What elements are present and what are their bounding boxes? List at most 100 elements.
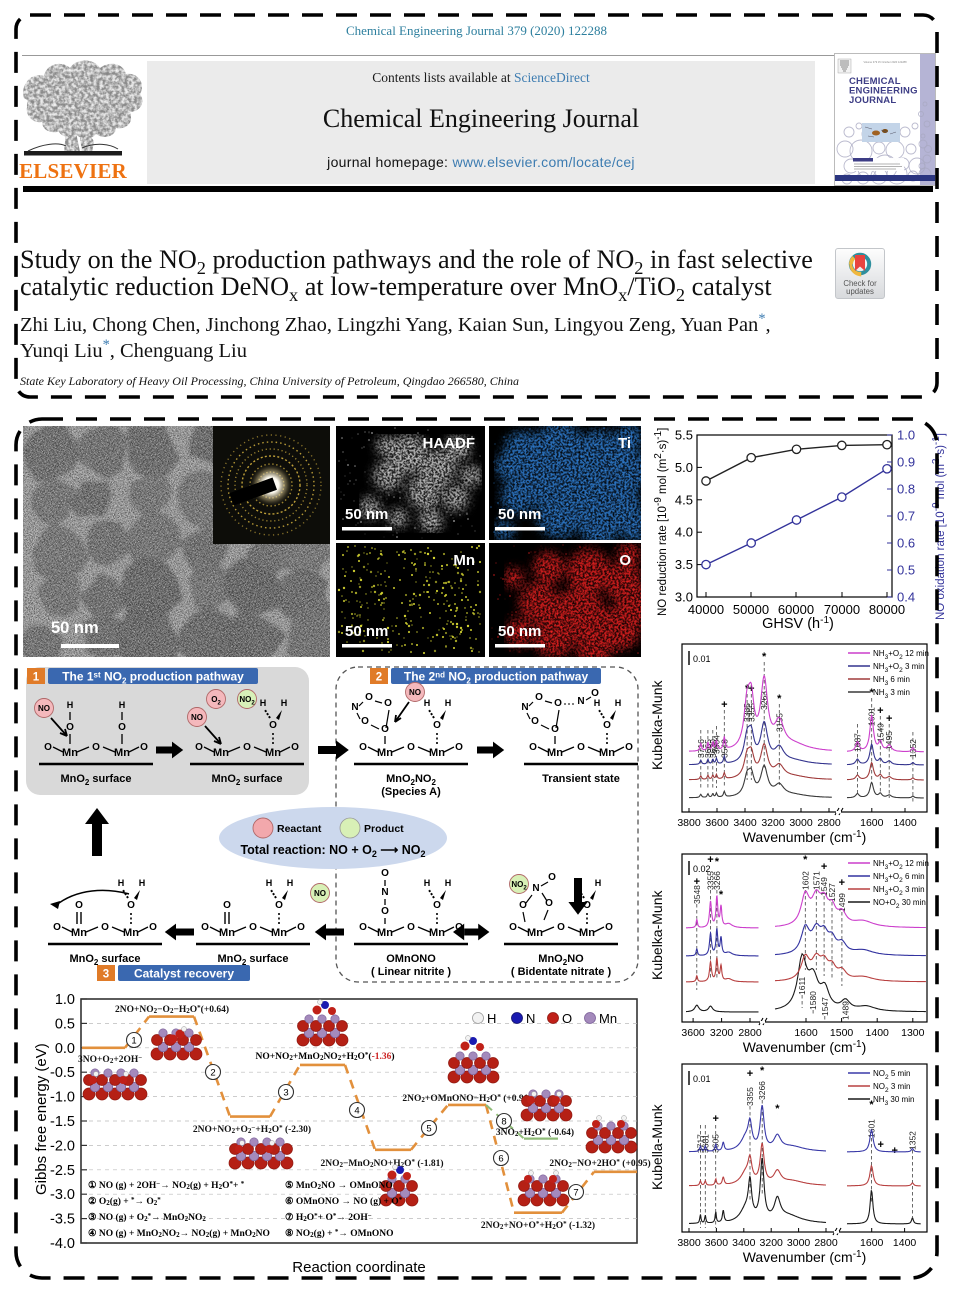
svg-text:O: O bbox=[291, 742, 299, 753]
svg-text:O: O bbox=[53, 922, 61, 933]
svg-text:-2.5: -2.5 bbox=[50, 1163, 75, 1179]
svg-text:0.0: 0.0 bbox=[55, 1041, 75, 1057]
svg-text:O: O bbox=[381, 724, 389, 735]
svg-text:1600: 1600 bbox=[860, 817, 884, 829]
svg-text:Ti: Ti bbox=[618, 435, 631, 452]
svg-text:⑧ NO2(g) + *→ OMnONO: ⑧ NO2(g) + *→ OMnONO bbox=[285, 1228, 394, 1239]
svg-text:3200: 3200 bbox=[761, 817, 785, 829]
svg-text:O: O bbox=[118, 722, 126, 733]
svg-text:O: O bbox=[562, 1011, 572, 1026]
svg-text:O: O bbox=[66, 722, 74, 733]
svg-text:O: O bbox=[583, 900, 591, 911]
svg-text:H: H bbox=[445, 698, 452, 708]
svg-text:MnO2 surface: MnO2 surface bbox=[69, 953, 140, 967]
svg-text:MnO2 surface: MnO2 surface bbox=[217, 953, 288, 967]
svg-text:HAADF: HAADF bbox=[423, 435, 476, 452]
svg-text:2: 2 bbox=[210, 1068, 215, 1079]
svg-text:3266: 3266 bbox=[757, 1081, 767, 1100]
svg-text:Mn: Mn bbox=[271, 927, 287, 939]
svg-text:0.8: 0.8 bbox=[897, 482, 915, 497]
svg-text:O: O bbox=[381, 906, 389, 917]
svg-text:50 nm: 50 nm bbox=[345, 623, 388, 640]
svg-text:Product: Product bbox=[364, 823, 404, 835]
svg-text:0.5: 0.5 bbox=[897, 563, 915, 578]
svg-text:Kubelka-Munk: Kubelka-Munk bbox=[650, 890, 665, 980]
svg-text:2800: 2800 bbox=[738, 1027, 762, 1039]
svg-text:NO+NO2+MnO2NO2+H2O*(-1.36): NO+NO2+MnO2NO2+H2O*(-1.36) bbox=[255, 1051, 394, 1062]
svg-text:O: O bbox=[509, 922, 517, 933]
svg-text:+: + bbox=[694, 876, 700, 888]
svg-text:-4.0: -4.0 bbox=[50, 1236, 75, 1252]
svg-text:1352: 1352 bbox=[908, 739, 918, 758]
svg-text:H: H bbox=[595, 878, 602, 888]
svg-text:O: O bbox=[551, 724, 559, 735]
svg-text:H: H bbox=[445, 878, 452, 888]
svg-text:JOURNAL: JOURNAL bbox=[849, 95, 896, 106]
svg-text:Wavenumber (cm-1): Wavenumber (cm-1) bbox=[743, 1249, 867, 1265]
svg-text:1400: 1400 bbox=[866, 1027, 890, 1039]
svg-text:Gibbs free energy (eV): Gibbs free energy (eV) bbox=[33, 1043, 50, 1195]
svg-text:*: * bbox=[762, 651, 767, 663]
svg-text:O: O bbox=[455, 742, 463, 753]
svg-text:0.6: 0.6 bbox=[897, 536, 915, 551]
svg-text:O: O bbox=[531, 716, 539, 727]
svg-text:O: O bbox=[140, 742, 148, 753]
svg-text:Kubelka-Munk: Kubelka-Munk bbox=[650, 680, 665, 770]
svg-text:O: O bbox=[529, 742, 537, 753]
svg-text:3266: 3266 bbox=[712, 871, 722, 890]
svg-text:-1.5: -1.5 bbox=[50, 1114, 75, 1130]
svg-text:H: H bbox=[266, 878, 273, 888]
svg-text:1300: 1300 bbox=[901, 1027, 925, 1039]
svg-text:Mn: Mn bbox=[114, 747, 130, 759]
svg-text:H: H bbox=[118, 878, 125, 888]
svg-text:O: O bbox=[269, 720, 277, 731]
svg-text:O: O bbox=[619, 552, 631, 569]
svg-text:3000: 3000 bbox=[787, 1237, 811, 1249]
svg-text:O: O bbox=[381, 868, 389, 879]
svg-text:3: 3 bbox=[103, 969, 109, 981]
svg-text:-2.0: -2.0 bbox=[50, 1138, 75, 1154]
svg-text:O: O bbox=[519, 900, 527, 911]
svg-text:⑥ OMnONO → NO (g) + O*: ⑥ OMnONO → NO (g) + O* bbox=[285, 1196, 403, 1207]
svg-text:-1.0: -1.0 bbox=[50, 1090, 75, 1106]
svg-text:1352: 1352 bbox=[907, 1131, 917, 1150]
svg-text:H: H bbox=[424, 698, 431, 708]
svg-text:1489: 1489 bbox=[841, 1001, 851, 1020]
svg-text:3600: 3600 bbox=[705, 1237, 729, 1249]
svg-text:O: O bbox=[384, 698, 392, 709]
svg-text:4.5: 4.5 bbox=[675, 492, 693, 507]
svg-text:3.5: 3.5 bbox=[675, 557, 693, 572]
svg-text:2NO2−NO+2HO* (+0.95): 2NO2−NO+2HO* (+0.95) bbox=[549, 1158, 650, 1169]
svg-text:H: H bbox=[615, 698, 622, 708]
svg-text:N: N bbox=[351, 702, 358, 713]
svg-text:MnO2NO: MnO2NO bbox=[538, 953, 584, 967]
svg-text:Transient state: Transient state bbox=[542, 773, 620, 785]
svg-text:O: O bbox=[554, 698, 562, 709]
svg-text:( Linear nitrite ): ( Linear nitrite ) bbox=[371, 966, 451, 978]
svg-text:H: H bbox=[574, 878, 581, 888]
svg-text:O: O bbox=[365, 692, 373, 703]
svg-text:updates: updates bbox=[846, 287, 874, 296]
svg-text:O: O bbox=[44, 742, 52, 753]
svg-text:O: O bbox=[195, 742, 203, 753]
svg-text:1600: 1600 bbox=[860, 1237, 884, 1249]
svg-text:H: H bbox=[594, 698, 601, 708]
svg-text:Kubella-Munk: Kubella-Munk bbox=[650, 1103, 665, 1190]
svg-text:H: H bbox=[119, 700, 126, 710]
svg-text:50 nm: 50 nm bbox=[498, 506, 541, 523]
svg-text:O: O bbox=[557, 922, 565, 933]
svg-text:5.0: 5.0 bbox=[675, 460, 693, 475]
svg-text:*: * bbox=[760, 1065, 765, 1077]
svg-text:OMnONO: OMnONO bbox=[386, 953, 436, 965]
svg-text:Mn: Mn bbox=[547, 747, 563, 759]
svg-text:*: * bbox=[715, 856, 720, 868]
svg-text:4.0: 4.0 bbox=[675, 525, 693, 540]
svg-text:MnO2 surface: MnO2 surface bbox=[60, 773, 131, 787]
svg-text:O: O bbox=[275, 900, 283, 911]
svg-text:H: H bbox=[487, 1011, 496, 1026]
svg-text:NO oxidation rate [10-9 mol (m: NO oxidation rate [10-9 mol (m2·s)-1] bbox=[931, 433, 947, 620]
svg-text:⑦ H2O*+ O*→ 2OH−: ⑦ H2O*+ O*→ 2OH− bbox=[285, 1212, 372, 1223]
svg-text:3000: 3000 bbox=[789, 817, 813, 829]
svg-text:The 1st NO2 production pathway: The 1st NO2 production pathway bbox=[62, 670, 244, 686]
svg-text:Mn: Mn bbox=[429, 747, 445, 759]
